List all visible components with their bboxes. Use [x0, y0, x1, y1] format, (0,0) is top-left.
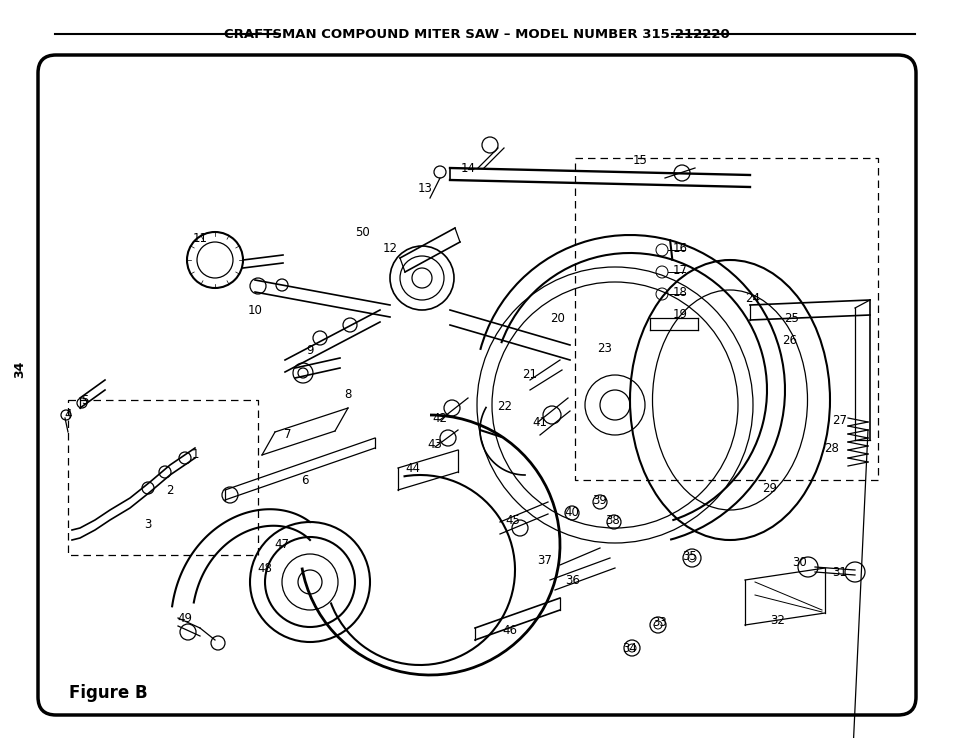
Text: 35: 35	[682, 550, 697, 562]
Text: 17: 17	[672, 263, 687, 277]
Text: 4: 4	[64, 409, 71, 421]
Text: 47: 47	[274, 539, 289, 551]
Text: 30: 30	[792, 556, 806, 568]
Text: 11: 11	[193, 232, 208, 244]
FancyBboxPatch shape	[38, 55, 915, 715]
Text: 15: 15	[632, 154, 647, 167]
Text: 5: 5	[81, 393, 89, 407]
Text: 26: 26	[781, 334, 797, 347]
Text: 14: 14	[460, 162, 475, 174]
Text: 23: 23	[597, 342, 612, 354]
Text: 19: 19	[672, 308, 687, 322]
Text: 16: 16	[672, 241, 687, 255]
Text: 18: 18	[672, 286, 687, 298]
Text: 20: 20	[550, 311, 565, 325]
Text: 39: 39	[592, 494, 607, 506]
Text: 37: 37	[537, 554, 552, 567]
Text: 31: 31	[832, 565, 846, 579]
Text: 3: 3	[144, 519, 152, 531]
Text: 21: 21	[522, 368, 537, 382]
Text: 9: 9	[306, 343, 314, 356]
Text: 25: 25	[783, 311, 799, 325]
Text: 34: 34	[13, 360, 27, 378]
Text: 22: 22	[497, 401, 512, 413]
Text: 1: 1	[191, 449, 198, 461]
Text: 8: 8	[344, 388, 352, 401]
Text: 6: 6	[301, 474, 309, 486]
Text: 7: 7	[284, 429, 292, 441]
Text: 46: 46	[502, 624, 517, 636]
Text: 32: 32	[770, 613, 784, 627]
Text: 42: 42	[432, 412, 447, 424]
Text: Figure B: Figure B	[69, 684, 147, 702]
Text: 44: 44	[405, 461, 420, 475]
Text: 12: 12	[382, 241, 397, 255]
Text: 29: 29	[761, 481, 777, 494]
Text: CRAFTSMAN COMPOUND MITER SAW – MODEL NUMBER 315.212220: CRAFTSMAN COMPOUND MITER SAW – MODEL NUM…	[224, 27, 729, 41]
Text: 41: 41	[532, 415, 547, 429]
Text: 48: 48	[257, 562, 273, 574]
Text: 34: 34	[622, 641, 637, 655]
Text: 36: 36	[565, 573, 579, 587]
Text: 33: 33	[652, 615, 667, 629]
Text: 24: 24	[744, 292, 760, 305]
Text: 38: 38	[605, 514, 619, 526]
Text: 45: 45	[505, 514, 520, 526]
Text: 27: 27	[832, 413, 846, 427]
Text: 2: 2	[166, 483, 173, 497]
Text: 10: 10	[247, 303, 262, 317]
Text: 28: 28	[823, 441, 839, 455]
Text: 13: 13	[417, 182, 432, 195]
Text: 49: 49	[177, 612, 193, 624]
Text: 50: 50	[355, 227, 370, 240]
Text: 40: 40	[564, 506, 578, 519]
Text: 43: 43	[427, 438, 442, 452]
